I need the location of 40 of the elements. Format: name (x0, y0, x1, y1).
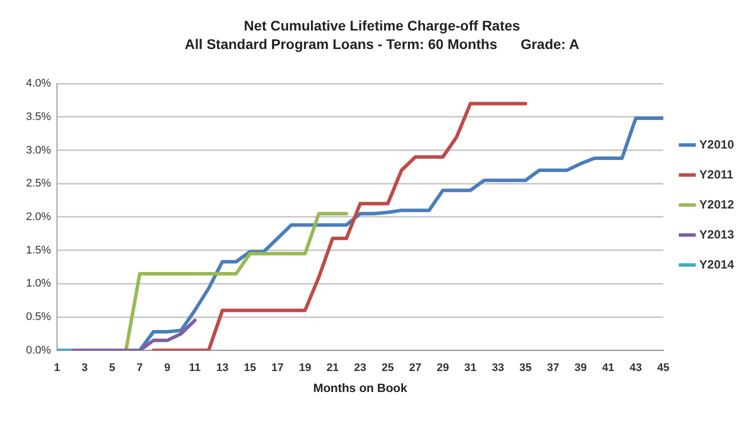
legend-label: Y2014 (699, 257, 734, 272)
x-tick-label: 3 (82, 362, 88, 374)
y-tick-label: 1.0% (26, 278, 52, 290)
x-tick-label: 29 (436, 362, 449, 374)
x-tick-label: 9 (164, 362, 170, 374)
x-tick-label: 41 (602, 362, 614, 374)
y-tick-label: 4.0% (26, 78, 52, 90)
x-tick-label: 27 (409, 362, 422, 374)
x-tick-label: 21 (326, 362, 339, 374)
x-tick-label: 33 (492, 362, 504, 374)
y-tick-label: 3.0% (26, 144, 52, 156)
x-tick-label: 11 (189, 362, 201, 374)
legend-label: Y2011 (699, 167, 734, 182)
x-tick-label: 31 (464, 362, 477, 374)
x-tick-label: 35 (519, 362, 532, 374)
legend-label: Y2010 (699, 137, 734, 152)
legend-label: Y2012 (699, 197, 734, 212)
x-tick-label: 15 (244, 362, 256, 374)
chart-subtitle: All Standard Program Loans - Term: 60 Months Grade: A (184, 36, 580, 52)
x-tick-label: 25 (382, 362, 394, 374)
x-axis-title: Months on Book (313, 381, 408, 396)
x-tick-label: 5 (109, 362, 116, 374)
y-tick-label: 0.0% (26, 344, 52, 356)
y-tick-label: 3.5% (26, 110, 52, 123)
y-tick-label: 0.5% (26, 311, 52, 324)
x-tick-label: 7 (136, 362, 143, 374)
legend-label: Y2013 (699, 227, 734, 242)
x-tick-label: 13 (216, 362, 229, 374)
x-tick-label: 17 (271, 362, 284, 374)
y-tick-label: 1.5% (26, 244, 52, 256)
x-tick-label: 39 (574, 362, 587, 374)
y-tick-label: 2.0% (26, 211, 52, 224)
x-tick-label: 45 (657, 362, 670, 374)
x-tick-label: 1 (54, 362, 60, 374)
x-tick-label: 43 (630, 362, 642, 374)
x-tick-label: 37 (546, 362, 560, 374)
y-tick-label: 2.5% (26, 178, 52, 190)
chart-title: Net Cumulative Lifetime Charge-off Rates (244, 17, 520, 34)
x-tick-label: 23 (354, 362, 366, 374)
x-tick-label: 19 (298, 362, 312, 374)
